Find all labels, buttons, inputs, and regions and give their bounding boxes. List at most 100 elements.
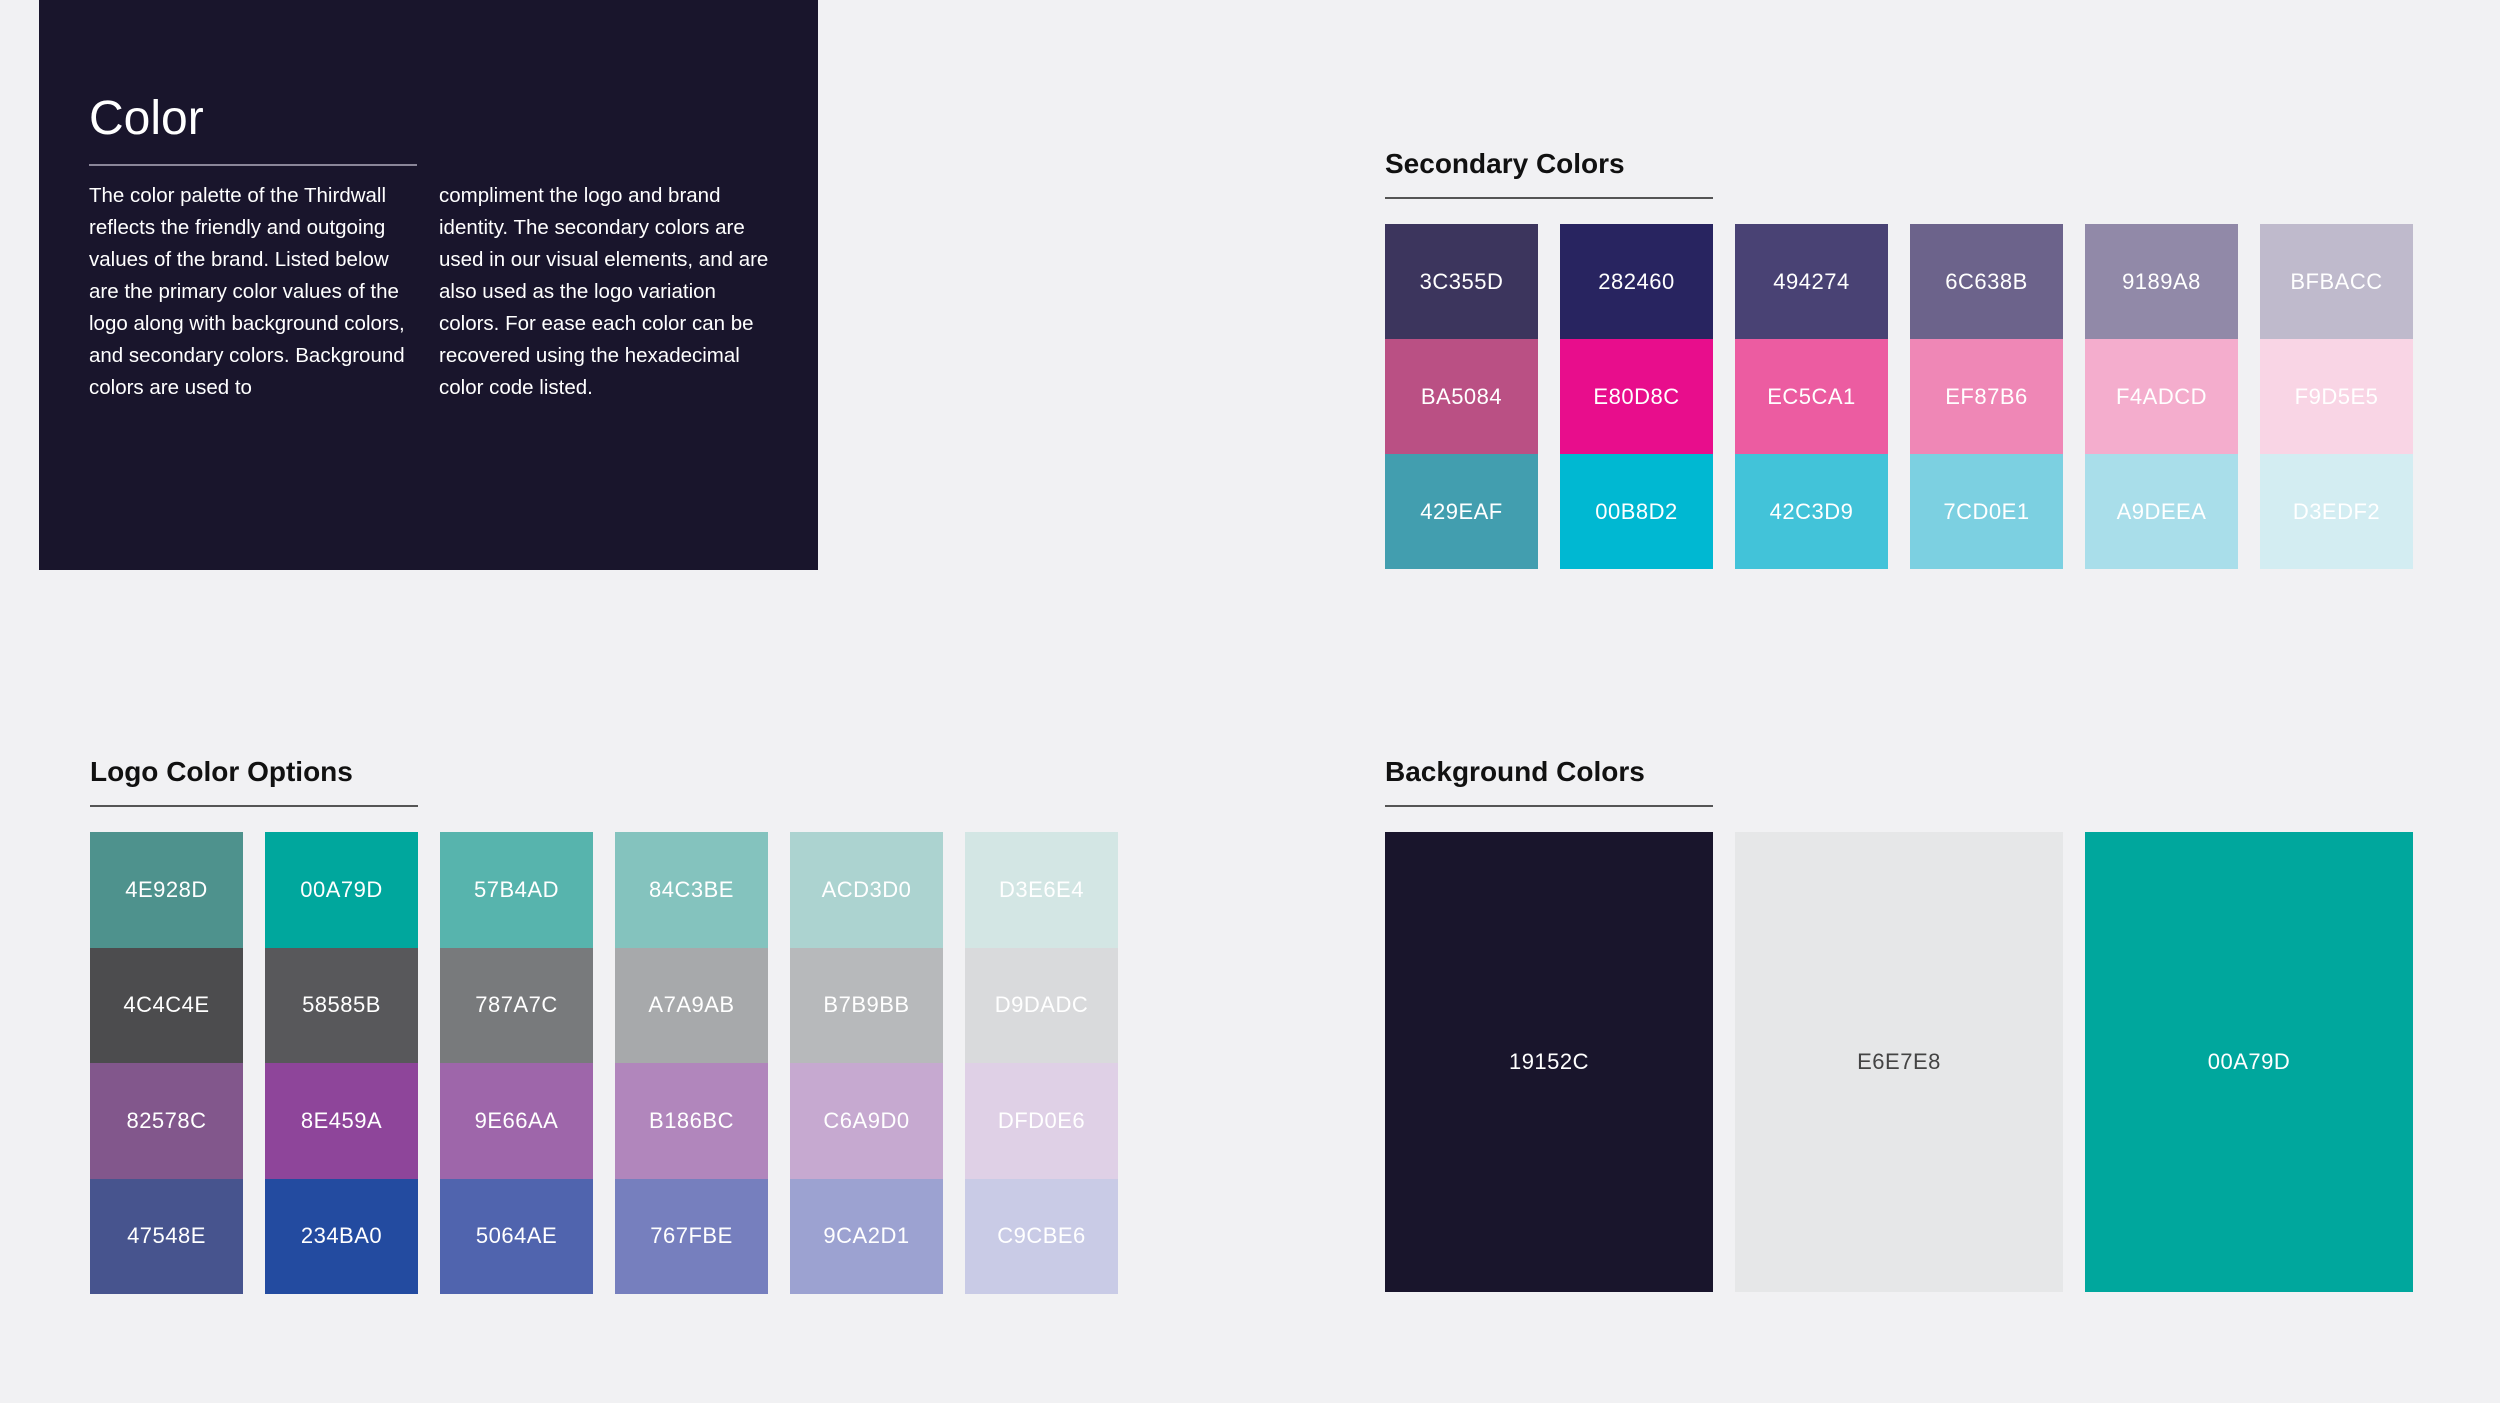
color-swatch-3c355d: 3C355D — [1385, 224, 1538, 339]
title-underline — [89, 164, 417, 166]
swatch-column: 4E928D 4C4C4E 82578C 47548E — [90, 832, 243, 1294]
logo-color-options-title: Logo Color Options — [90, 756, 353, 787]
hex-code-label: 82578C — [126, 1107, 207, 1133]
hex-code-label: 234BA0 — [300, 1223, 383, 1249]
color-swatch-bfbacc: BFBACC — [2260, 224, 2413, 339]
color-swatch-8e459a: 8E459A — [265, 1063, 418, 1179]
color-swatch-429eaf: 429EAF — [1385, 454, 1538, 569]
color-swatch-5064ae: 5064AE — [440, 1178, 593, 1294]
intro-text-column-1: The color palette of the Thirdwall refle… — [89, 184, 405, 399]
secondary-colors-underline — [1385, 197, 1713, 199]
hex-code-label: B7B9BB — [823, 992, 910, 1018]
color-swatch-9189a8: 9189A8 — [2085, 224, 2238, 339]
hex-code-label: B186BC — [649, 1107, 734, 1133]
color-swatch-767fbe: 767FBE — [615, 1178, 768, 1294]
hex-code-label: 58585B — [302, 992, 381, 1018]
intro-panel: Color The color palette of the Thirdwall… — [39, 0, 818, 570]
color-swatch-ba5084: BA5084 — [1385, 339, 1538, 454]
hex-code-label: F4ADCD — [2115, 383, 2207, 409]
hex-code-label: D9DADC — [994, 992, 1089, 1018]
color-swatch-7cd0e1: 7CD0E1 — [1910, 454, 2063, 569]
swatch-column: BFBACC F9D5E5 D3EDF2 — [2260, 224, 2413, 569]
color-swatch-4c4c4e: 4C4C4E — [90, 947, 243, 1063]
color-swatch-234ba0: 234BA0 — [265, 1178, 418, 1294]
hex-code-label: 9189A8 — [2122, 268, 2201, 294]
hex-code-label: 00B8D2 — [1595, 498, 1678, 524]
color-swatch-47548e: 47548E — [90, 1178, 243, 1294]
color-swatch-9ca2d1: 9CA2D1 — [790, 1178, 943, 1294]
hex-code-label: A9DEEA — [2116, 498, 2207, 524]
hex-code-label: 57B4AD — [474, 876, 559, 902]
hex-code-label: C6A9D0 — [823, 1107, 910, 1133]
hex-code-label: ACD3D0 — [821, 876, 912, 902]
background-colors-underline — [1385, 805, 1713, 807]
swatch-column: E6E7E8 — [1735, 832, 2063, 1292]
color-swatch-b186bc: B186BC — [615, 1063, 768, 1179]
color-swatch-82578c: 82578C — [90, 1063, 243, 1179]
color-swatch-d3e6e4: D3E6E4 — [965, 832, 1118, 948]
hex-code-label: 00A79D — [2207, 1049, 2291, 1074]
color-swatch-a9deea: A9DEEA — [2085, 454, 2238, 569]
color-swatch-19152c: 19152C — [1385, 832, 1713, 1292]
hex-code-label: BA5084 — [1420, 383, 1503, 409]
hex-code-label: 787A7C — [475, 992, 558, 1018]
color-swatch-84c3be: 84C3BE — [615, 832, 768, 948]
hex-code-label: 9CA2D1 — [823, 1223, 910, 1249]
page-title: Color — [89, 92, 204, 145]
swatch-column: 6C638B EF87B6 7CD0E1 — [1910, 224, 2063, 569]
hex-code-label: 84C3BE — [649, 876, 734, 902]
secondary-colors-title: Secondary Colors — [1385, 148, 1625, 179]
hex-code-label: F9D5E5 — [2294, 383, 2379, 409]
color-swatch-e6e7e8: E6E7E8 — [1735, 832, 2063, 1292]
intro-text-column-2: compliment the logo and brand identity. … — [439, 184, 769, 399]
logo-color-options-underline — [90, 805, 418, 807]
hex-code-label: EF87B6 — [1945, 383, 2028, 409]
color-swatch-c6a9d0: C6A9D0 — [790, 1063, 943, 1179]
hex-code-label: 9E66AA — [474, 1107, 559, 1133]
swatch-column: D3E6E4 D9DADC DFD0E6 C9CBE6 — [965, 832, 1118, 1294]
logo-color-options-grid: 4E928D 4C4C4E 82578C 47548E 00A79D 58585B 8E45… — [90, 832, 1140, 1294]
hex-code-label: 6C638B — [1945, 268, 2028, 294]
color-swatch-787a7c: 787A7C — [440, 947, 593, 1063]
color-swatch-9e66aa: 9E66AA — [440, 1063, 593, 1179]
color-swatch-b7b9bb: B7B9BB — [790, 947, 943, 1063]
color-swatch-c9cbe6: C9CBE6 — [965, 1178, 1118, 1294]
color-swatch-42c3d9: 42C3D9 — [1735, 454, 1888, 569]
hex-code-label: 7CD0E1 — [1943, 498, 2030, 524]
hex-code-label: EC5CA1 — [1767, 383, 1856, 409]
hex-code-label: D3E6E4 — [999, 876, 1084, 902]
secondary-colors-grid: 3C355D BA5084 429EAF 282460 E80D8C 00B8D2 4942… — [1385, 224, 2435, 569]
color-swatch-d3edf2: D3EDF2 — [2260, 454, 2413, 569]
color-swatch-57b4ad: 57B4AD — [440, 832, 593, 948]
color-swatch-ef87b6: EF87B6 — [1910, 339, 2063, 454]
swatch-column: 00A79D 58585B 8E459A 234BA0 — [265, 832, 418, 1294]
background-colors-grid: 19152C E6E7E8 00A79D — [1385, 832, 2435, 1292]
hex-code-label: 00A79D — [300, 876, 383, 902]
hex-code-label: 47548E — [127, 1223, 206, 1249]
hex-code-label: E80D8C — [1593, 383, 1680, 409]
swatch-column: 3C355D BA5084 429EAF — [1385, 224, 1538, 569]
swatch-column: 57B4AD 787A7C 9E66AA 5064AE — [440, 832, 593, 1294]
hex-code-label: 8E459A — [300, 1107, 383, 1133]
hex-code-label: 4E928D — [125, 876, 208, 902]
hex-code-label: C9CBE6 — [997, 1223, 1086, 1249]
color-swatch-00a79d: 00A79D — [2085, 832, 2413, 1292]
color-swatch-a7a9ab: A7A9AB — [615, 947, 768, 1063]
color-swatch-ec5ca1: EC5CA1 — [1735, 339, 1888, 454]
color-swatch-58585b: 58585B — [265, 947, 418, 1063]
swatch-column: 84C3BE A7A9AB B186BC 767FBE — [615, 832, 768, 1294]
hex-code-label: 282460 — [1598, 268, 1675, 294]
hex-code-label: A7A9AB — [648, 992, 735, 1018]
color-swatch-282460: 282460 — [1560, 224, 1713, 339]
swatch-column: 282460 E80D8C 00B8D2 — [1560, 224, 1713, 569]
swatch-column: 00A79D — [2085, 832, 2413, 1292]
swatch-column: 494274 EC5CA1 42C3D9 — [1735, 224, 1888, 569]
swatch-column: 19152C — [1385, 832, 1713, 1292]
hex-code-label: 494274 — [1773, 268, 1850, 294]
hex-code-label: 4C4C4E — [123, 992, 210, 1018]
hex-code-label: 429EAF — [1420, 498, 1503, 524]
color-swatch-00a79d: 00A79D — [265, 832, 418, 948]
color-swatch-d9dadc: D9DADC — [965, 947, 1118, 1063]
hex-code-label: 767FBE — [650, 1223, 733, 1249]
swatch-column: 9189A8 F4ADCD A9DEEA — [2085, 224, 2238, 569]
